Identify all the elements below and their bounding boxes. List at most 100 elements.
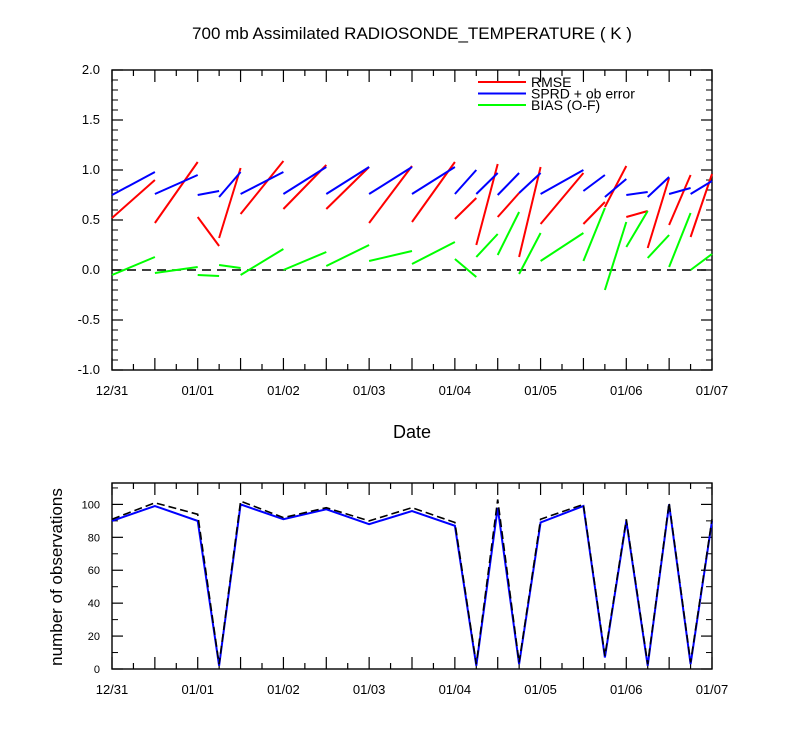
top-x-tick-label: 01/05 bbox=[524, 383, 557, 398]
bottom-y-tick-label: 40 bbox=[88, 598, 100, 610]
series-sprd-line bbox=[647, 176, 670, 198]
series-sprd-line bbox=[282, 166, 327, 195]
series-rmse-line bbox=[454, 197, 478, 220]
series-sprd-line bbox=[690, 180, 713, 195]
series-sprd-line bbox=[325, 166, 370, 195]
series-bias-line bbox=[496, 211, 520, 256]
series-bias-line bbox=[454, 258, 477, 278]
bottom-x-tick-label: 01/04 bbox=[439, 682, 472, 697]
top-x-tick-label: 01/06 bbox=[610, 383, 643, 398]
series-sprd-line bbox=[411, 166, 456, 195]
series-rmse-line bbox=[604, 165, 628, 208]
series-bias-line bbox=[197, 274, 220, 277]
top-y-tick-label: 0.0 bbox=[82, 262, 100, 277]
bottom-x-tick-label: 01/07 bbox=[696, 682, 729, 697]
series-rmse-line bbox=[626, 210, 648, 218]
series-sprd-line bbox=[111, 171, 156, 196]
series-rmse-line bbox=[646, 177, 671, 249]
top-x-tick-label: 01/07 bbox=[696, 383, 729, 398]
bottom-plot-area: 12/31 01/01 01/02 01/03 01/04 01/05 01/06 01/07… bbox=[82, 482, 729, 697]
bottom-x-tick-label: 01/03 bbox=[353, 682, 386, 697]
top-x-tick-label: 12/31 bbox=[96, 383, 129, 398]
series-bias-line bbox=[283, 251, 327, 271]
bottom-y-tick-label: 60 bbox=[88, 565, 100, 577]
legend-label-sprd: SPRD + ob error bbox=[531, 86, 635, 102]
series-rmse-line bbox=[518, 166, 542, 258]
series-sprd-line bbox=[496, 172, 520, 196]
series-rmse-line bbox=[196, 216, 220, 247]
bottom-x-tick-label: 01/06 bbox=[610, 682, 643, 697]
series-sprd-line bbox=[218, 171, 242, 198]
series-sprd-line bbox=[454, 169, 478, 195]
series-sprd-line bbox=[518, 172, 542, 194]
series-rmse-line bbox=[668, 174, 692, 226]
series-bias-line bbox=[325, 244, 370, 267]
bottom-y-tick-label: 80 bbox=[88, 532, 100, 544]
bottom-x-tick-label: 01/02 bbox=[267, 682, 300, 697]
bottom-y-tick-label: 20 bbox=[88, 631, 100, 643]
series-rmse-line bbox=[325, 166, 370, 210]
bottom-x-tick-label: 01/05 bbox=[524, 682, 557, 697]
series-rmse-line bbox=[689, 173, 713, 238]
series-bias-line bbox=[411, 241, 456, 265]
series-rmse-line bbox=[582, 201, 606, 225]
top-y-tick-label: -1.0 bbox=[78, 362, 100, 377]
series-rmse-line bbox=[539, 172, 585, 225]
bottom-x-tick-label: 12/31 bbox=[96, 682, 129, 697]
series-assimilated-line bbox=[111, 503, 713, 666]
top-plot-frame bbox=[111, 69, 713, 371]
top-plot-area: 12/31 01/01 01/02 01/03 01/04 01/05 01/06 01/07… bbox=[78, 62, 729, 398]
top-y-tick-label: -0.5 bbox=[78, 312, 100, 327]
series-sprd-line bbox=[475, 172, 499, 195]
legend-label-bias: BIAS (O-F) bbox=[531, 97, 600, 113]
bottom-x-tick-label: 01/01 bbox=[181, 682, 214, 697]
series-bias-line bbox=[111, 256, 156, 276]
series-possible-line bbox=[111, 499, 713, 665]
series-bias-line bbox=[368, 250, 413, 262]
series-sprd-line bbox=[240, 171, 284, 195]
series-rmse-line bbox=[239, 160, 285, 215]
series-rmse-line bbox=[368, 165, 413, 224]
top-y-tick-label: 0.5 bbox=[82, 212, 100, 227]
series-sprd-line bbox=[626, 191, 648, 196]
series-bias-line bbox=[668, 212, 692, 268]
bottom-chart-y-axis-label: number of observations bbox=[47, 488, 66, 666]
series-sprd-line bbox=[668, 187, 691, 195]
series-bias-line bbox=[240, 248, 284, 276]
legend-label-rmse: RMSE bbox=[531, 74, 571, 90]
bottom-y-tick-label: 0 bbox=[94, 664, 100, 676]
series-bias-line bbox=[540, 232, 584, 262]
series-sprd-line bbox=[582, 174, 606, 192]
series-rmse-line bbox=[218, 167, 242, 239]
top-x-tick-label: 01/03 bbox=[353, 383, 386, 398]
series-bias-line bbox=[690, 253, 713, 271]
series-sprd-line bbox=[540, 169, 584, 195]
series-rmse-line bbox=[154, 161, 199, 224]
series-rmse-line bbox=[496, 192, 520, 218]
series-bias-line bbox=[603, 221, 628, 291]
top-y-tick-label: 2.0 bbox=[82, 62, 100, 77]
series-rmse-line bbox=[111, 179, 156, 219]
top-chart-x-axis-label: Date bbox=[393, 422, 431, 442]
series-sprd-line bbox=[368, 166, 413, 195]
bottom-chart-panel: 12/31 01/01 01/02 01/03 01/04 01/05 01/06 01/07… bbox=[47, 482, 729, 697]
top-x-tick-label: 01/01 bbox=[181, 383, 214, 398]
series-bias-line bbox=[154, 266, 198, 274]
top-y-tick-label: 1.5 bbox=[82, 112, 100, 127]
series-bias-line bbox=[625, 210, 649, 248]
top-x-tick-label: 01/02 bbox=[267, 383, 300, 398]
series-sprd-line bbox=[154, 174, 199, 195]
series-bias-line bbox=[475, 233, 499, 258]
series-bias-line bbox=[218, 264, 241, 269]
top-y-tick-label: 1.0 bbox=[82, 162, 100, 177]
top-chart-panel: 700 mb Assimilated RADIOSONDE_TEMPERATUR… bbox=[78, 24, 729, 442]
series-bias-line bbox=[518, 232, 542, 275]
top-chart-title: 700 mb Assimilated RADIOSONDE_TEMPERATUR… bbox=[192, 24, 632, 43]
bottom-y-tick-label: 100 bbox=[82, 499, 100, 511]
series-bias-line bbox=[646, 234, 670, 259]
series-sprd-line bbox=[604, 178, 627, 198]
top-x-tick-label: 01/04 bbox=[439, 383, 472, 398]
series-bias-line bbox=[582, 207, 606, 262]
series-sprd-line bbox=[197, 190, 220, 196]
